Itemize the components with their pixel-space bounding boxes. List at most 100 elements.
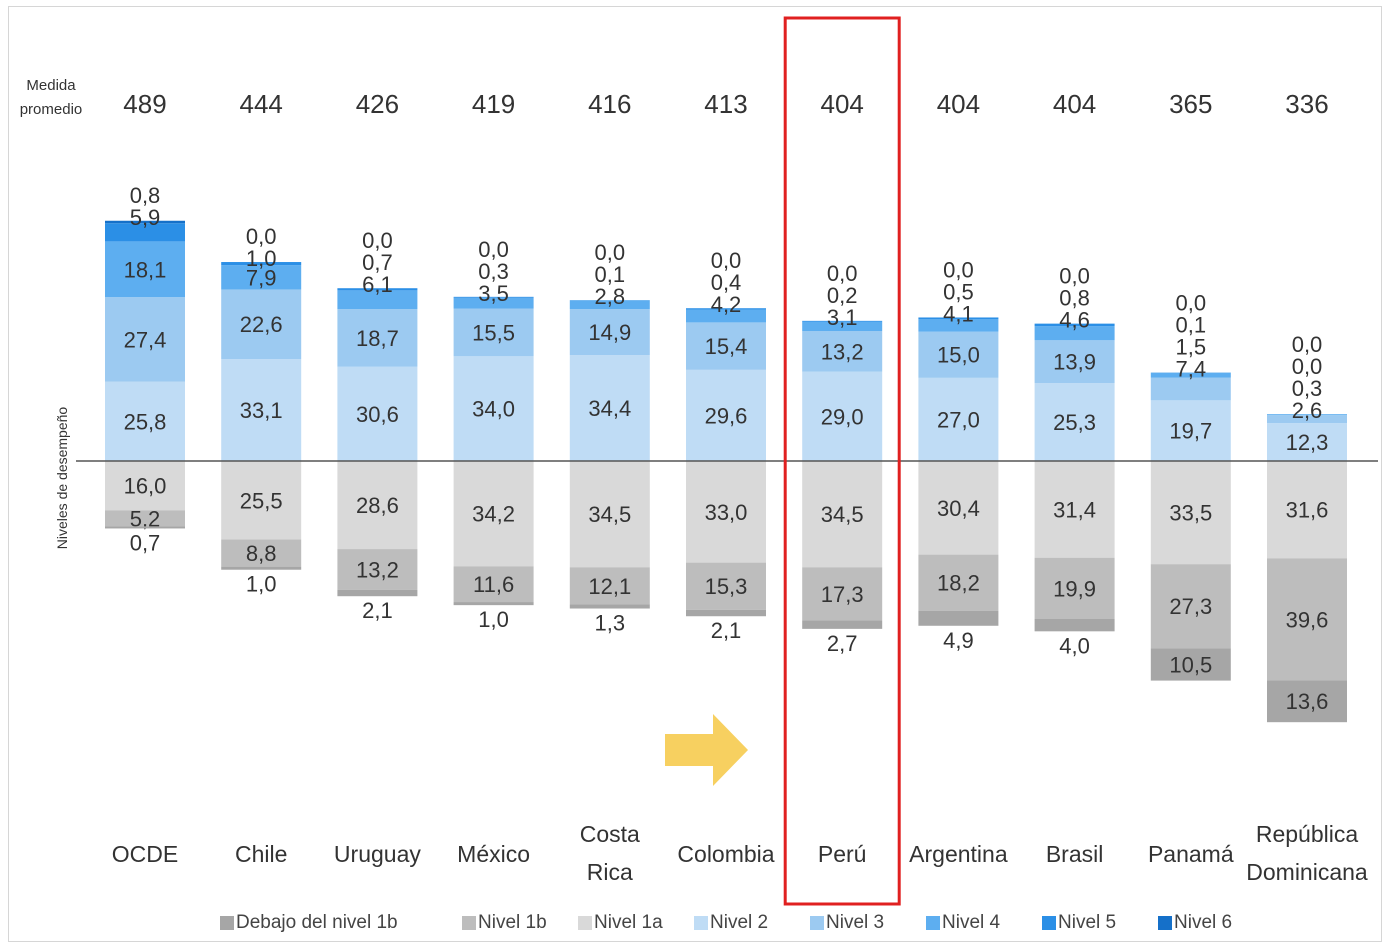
average-score-value: 404 xyxy=(1053,89,1096,119)
legend-item: Nivel 5 xyxy=(1042,912,1158,934)
data-label-nivel_6: 0,0 xyxy=(711,248,742,273)
data-label-nivel_1a: 33,5 xyxy=(1169,501,1212,526)
category-label: Perú xyxy=(818,841,867,867)
bar-segment-nivel_4 xyxy=(105,241,185,298)
data-label-nivel_1b: 8,8 xyxy=(246,541,277,566)
legend-item: Nivel 1a xyxy=(578,912,694,934)
legend-label: Nivel 4 xyxy=(942,912,1001,933)
data-label-below_1b: 10,5 xyxy=(1169,652,1212,677)
bar-segment-nivel_2 xyxy=(686,369,766,461)
data-label-nivel_3: 15,0 xyxy=(937,343,980,368)
data-label-nivel_2: 34,0 xyxy=(472,397,515,422)
data-label-nivel_3: 15,4 xyxy=(705,334,748,359)
data-label-nivel_2: 25,8 xyxy=(124,409,167,434)
bar-segment-nivel_3 xyxy=(1034,340,1115,384)
legend-swatch xyxy=(578,916,592,930)
legend-swatch xyxy=(926,916,940,930)
bar-segment-nivel_4 xyxy=(1150,372,1231,378)
bar-segment-nivel_3 xyxy=(337,309,418,367)
bar-segment-nivel_3 xyxy=(918,331,999,378)
average-score-value: 426 xyxy=(356,89,399,119)
data-label-below_1b: 0,7 xyxy=(130,530,161,555)
data-label-nivel_5: 0,4 xyxy=(711,270,742,295)
legend-label: Nivel 6 xyxy=(1174,912,1233,933)
data-label-below_1b: 4,0 xyxy=(1059,633,1090,658)
data-label-nivel_3: 7,4 xyxy=(1176,357,1207,382)
chart-frame xyxy=(8,6,1382,942)
legend-label: Nivel 2 xyxy=(710,912,769,933)
legend-swatch xyxy=(810,916,824,930)
data-label-nivel_5: 0,8 xyxy=(1059,286,1090,311)
bar-segment-nivel_1a xyxy=(337,461,418,550)
data-label-nivel_1a: 30,4 xyxy=(937,496,980,521)
data-label-below_1b: 4,9 xyxy=(943,628,974,653)
legend-label: Debajo del nivel 1b xyxy=(236,912,398,933)
data-label-nivel_1a: 33,0 xyxy=(705,500,748,525)
category-label: Chile xyxy=(235,841,287,867)
bar-segment-nivel_4 xyxy=(1034,326,1115,341)
data-label-nivel_1a: 34,2 xyxy=(472,502,515,527)
data-label-nivel_3: 2,6 xyxy=(1292,398,1323,423)
bar-segment-nivel_1a xyxy=(105,461,185,511)
data-label-nivel_5: 0,1 xyxy=(1176,313,1207,338)
data-label-nivel_2: 29,6 xyxy=(705,403,748,428)
data-label-nivel_6: 0,0 xyxy=(1292,332,1323,357)
data-label-nivel_5: 0,7 xyxy=(362,250,393,275)
average-score-value: 416 xyxy=(588,89,631,119)
data-label-nivel_1a: 25,5 xyxy=(240,488,283,513)
average-score-value: 489 xyxy=(123,89,166,119)
bar-segment-nivel_1b xyxy=(1034,557,1115,620)
data-label-nivel_6: 0,0 xyxy=(595,240,626,265)
bar-segment-nivel_4 xyxy=(686,309,766,323)
data-label-nivel_1b: 11,6 xyxy=(473,572,514,597)
data-label-below_1b: 1,0 xyxy=(478,607,509,632)
data-label-nivel_6: 0,0 xyxy=(246,224,277,249)
data-label-nivel_2: 19,7 xyxy=(1169,419,1212,444)
data-label-nivel_3: 22,6 xyxy=(240,312,283,337)
data-label-nivel_1b: 13,2 xyxy=(356,557,399,582)
average-score-label-line2: promedio xyxy=(19,101,83,118)
data-label-nivel_6: 0,0 xyxy=(1176,291,1207,316)
data-label-below_1b: 2,7 xyxy=(827,631,858,656)
data-label-nivel_5: 0,3 xyxy=(478,259,509,284)
category-label: Panamá xyxy=(1148,841,1234,867)
arrow-icon xyxy=(665,714,748,786)
data-label-below_1b: 1,0 xyxy=(246,572,277,597)
average-score-value: 413 xyxy=(704,89,747,119)
data-label-nivel_3: 14,9 xyxy=(588,320,631,345)
category-label: Colombia xyxy=(677,841,774,867)
data-label-nivel_3: 15,5 xyxy=(472,320,515,345)
bar-segment-nivel_5 xyxy=(918,317,999,320)
category-label: Costa xyxy=(580,821,640,847)
data-label-nivel_2: 33,1 xyxy=(240,398,283,423)
category-label: Argentina xyxy=(909,841,1008,867)
bar-segment-nivel_1b xyxy=(686,562,766,610)
data-label-nivel_1b: 12,1 xyxy=(588,574,631,599)
bar-segment-nivel_2 xyxy=(918,377,999,461)
bar-segment-nivel_1a xyxy=(918,461,999,555)
bar-segment-nivel_1b xyxy=(1150,564,1231,649)
bar-segment-nivel_2 xyxy=(569,355,650,461)
legend-label: Nivel 1a xyxy=(594,912,663,933)
bar-segment-nivel_4 xyxy=(1267,414,1347,416)
data-label-nivel_4: 4,6 xyxy=(1059,308,1090,333)
bar-segment-below_1b xyxy=(569,604,650,609)
legend-swatch xyxy=(1042,916,1056,930)
bar-segment-nivel_1b xyxy=(453,566,534,603)
data-label-nivel_1a: 34,5 xyxy=(821,502,864,527)
bar-segment-below_1b xyxy=(802,620,883,629)
legend-label: Nivel 1b xyxy=(478,912,547,933)
data-label-nivel_1b: 27,3 xyxy=(1169,594,1212,619)
bar-segment-nivel_1a xyxy=(569,461,650,568)
bar-segment-nivel_3 xyxy=(802,331,883,372)
data-label-nivel_4: 4,1 xyxy=(943,301,974,326)
data-label-nivel_2: 25,3 xyxy=(1053,410,1096,435)
data-label-nivel_5: 0,1 xyxy=(595,262,626,287)
bar-segment-nivel_5 xyxy=(337,288,418,291)
data-label-below_1b: 2,1 xyxy=(711,618,742,643)
data-label-below_1b: 2,1 xyxy=(362,598,393,623)
bar-segment-nivel_2 xyxy=(453,356,534,461)
bar-segment-nivel_5 xyxy=(221,262,302,266)
legend-swatch xyxy=(694,916,708,930)
bar-segment-nivel_3 xyxy=(1150,377,1231,401)
